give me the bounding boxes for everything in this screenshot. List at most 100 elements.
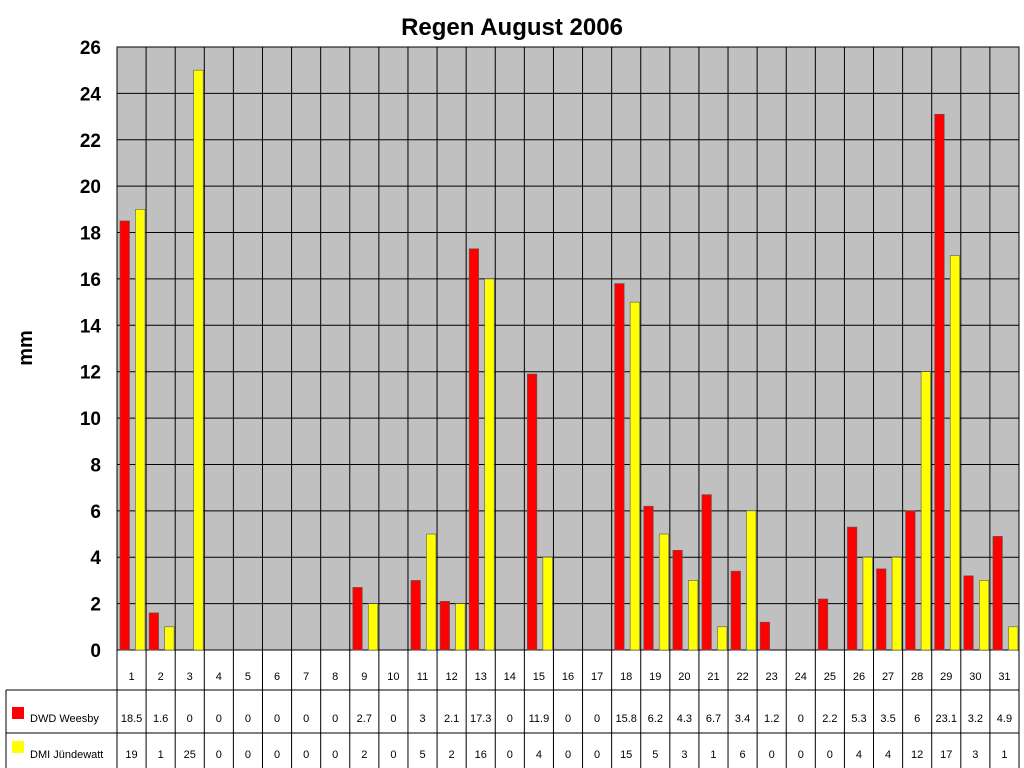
table-cell: 0 bbox=[827, 749, 833, 761]
y-tick-label: 26 bbox=[80, 38, 101, 59]
y-tick-label: 14 bbox=[80, 316, 102, 337]
table-cell: 1 bbox=[1001, 749, 1007, 761]
category-label: 2 bbox=[158, 671, 164, 683]
y-tick-label: 12 bbox=[80, 363, 101, 384]
table-cell: 6.2 bbox=[648, 713, 663, 725]
table-cell: 5 bbox=[419, 749, 425, 761]
table-cell: 1 bbox=[158, 749, 164, 761]
category-label: 1 bbox=[128, 671, 134, 683]
y-tick-label: 2 bbox=[90, 595, 101, 616]
table-cell: 4.3 bbox=[677, 713, 692, 725]
category-label: 21 bbox=[707, 671, 719, 683]
category-label: 7 bbox=[303, 671, 309, 683]
y-tick-label: 22 bbox=[80, 131, 101, 152]
bar-series2 bbox=[891, 556, 902, 651]
table-cell: 15.8 bbox=[615, 713, 636, 725]
bar-series1 bbox=[847, 526, 858, 651]
table-cell: 15 bbox=[620, 749, 632, 761]
plot-area bbox=[116, 46, 1020, 651]
table-cell: 0 bbox=[332, 713, 338, 725]
table-cell: 0 bbox=[507, 749, 513, 761]
category-label: 20 bbox=[678, 671, 690, 683]
table-cell: 12 bbox=[911, 749, 923, 761]
table-cell: 4.9 bbox=[997, 713, 1012, 725]
category-label: 3 bbox=[187, 671, 193, 683]
table-cell: 3.5 bbox=[880, 713, 895, 725]
table-cell: 5 bbox=[652, 749, 658, 761]
table-cell: 18.5 bbox=[121, 713, 142, 725]
bar-series1 bbox=[672, 549, 683, 651]
grid-lines bbox=[116, 46, 1020, 768]
y-tick-label: 8 bbox=[90, 455, 101, 476]
table-cell: 2.7 bbox=[357, 713, 372, 725]
category-label: 23 bbox=[766, 671, 778, 683]
table-cell: 25 bbox=[184, 749, 196, 761]
table-cell: 0 bbox=[216, 713, 222, 725]
category-label: 28 bbox=[911, 671, 923, 683]
table-cell: 0 bbox=[565, 749, 571, 761]
bar-series2 bbox=[367, 603, 379, 651]
table-cell: 0 bbox=[565, 713, 571, 725]
table-cell: 2.1 bbox=[444, 713, 459, 725]
bar-series1 bbox=[730, 570, 741, 651]
y-tick-label: 20 bbox=[80, 177, 101, 198]
category-label: 22 bbox=[736, 671, 748, 683]
table-cell: 0 bbox=[390, 713, 396, 725]
table-cell: 2 bbox=[361, 749, 367, 761]
table-cell: 0 bbox=[187, 713, 193, 725]
y-axis-label: mm bbox=[15, 330, 37, 366]
category-label: 27 bbox=[882, 671, 894, 683]
category-label: 13 bbox=[475, 671, 487, 683]
bar-series2 bbox=[426, 533, 437, 651]
table-cell: 17 bbox=[940, 749, 952, 761]
bar-series2 bbox=[193, 69, 204, 651]
bar-series2 bbox=[135, 209, 146, 651]
table-cell: 0 bbox=[390, 749, 396, 761]
category-label: 10 bbox=[387, 671, 399, 683]
y-tick-label: 6 bbox=[90, 502, 101, 523]
category-label: 19 bbox=[649, 671, 661, 683]
y-tick-label: 16 bbox=[80, 270, 101, 291]
table-cell: 0 bbox=[594, 749, 600, 761]
table-cell: 0 bbox=[594, 713, 600, 725]
bar-series1 bbox=[905, 510, 916, 651]
bar-series2 bbox=[164, 626, 175, 651]
table-cell: 4 bbox=[856, 749, 862, 761]
y-tick-label: 24 bbox=[80, 84, 102, 105]
bar-series2 bbox=[862, 556, 873, 651]
table-cell: 0 bbox=[216, 749, 222, 761]
bars bbox=[119, 69, 1019, 651]
legend-label: DWD Weesby bbox=[30, 713, 99, 725]
table-cell: 0 bbox=[245, 713, 251, 725]
y-tick-label: 0 bbox=[90, 641, 101, 662]
category-label: 6 bbox=[274, 671, 280, 683]
category-label: 25 bbox=[824, 671, 836, 683]
category-label: 26 bbox=[853, 671, 865, 683]
y-tick-label: 18 bbox=[80, 224, 101, 245]
table-cell: 3 bbox=[972, 749, 978, 761]
category-label: 12 bbox=[445, 671, 457, 683]
category-label: 31 bbox=[998, 671, 1010, 683]
bar-series2 bbox=[1008, 626, 1019, 651]
category-label: 9 bbox=[361, 671, 367, 683]
category-label: 8 bbox=[332, 671, 338, 683]
bar-series1 bbox=[468, 248, 479, 651]
bar-series2 bbox=[688, 580, 699, 651]
table-cell: 0 bbox=[303, 749, 309, 761]
bar-series2 bbox=[920, 371, 931, 651]
table-cell: 17.3 bbox=[470, 713, 491, 725]
bar-series2 bbox=[979, 580, 990, 651]
table-cell: 3.4 bbox=[735, 713, 750, 725]
bar-series1 bbox=[643, 505, 654, 651]
data-table: 1 2 3 4 5 6 7 8 9 10 11 12 13 14 15 16 17 18 19 20 21 22 23 24 2… bbox=[5, 650, 1020, 768]
legend-label: DMI Jündewatt bbox=[30, 749, 103, 761]
bar-series1 bbox=[614, 283, 625, 651]
table-cell: 0 bbox=[274, 713, 280, 725]
table-cell: 2 bbox=[449, 749, 455, 761]
category-label: 15 bbox=[533, 671, 545, 683]
table-cell: 0 bbox=[303, 713, 309, 725]
bar-series2 bbox=[455, 603, 466, 651]
table-cell: 2.2 bbox=[822, 713, 837, 725]
table-cell: 23.1 bbox=[936, 713, 957, 725]
bar-series1 bbox=[119, 220, 130, 651]
